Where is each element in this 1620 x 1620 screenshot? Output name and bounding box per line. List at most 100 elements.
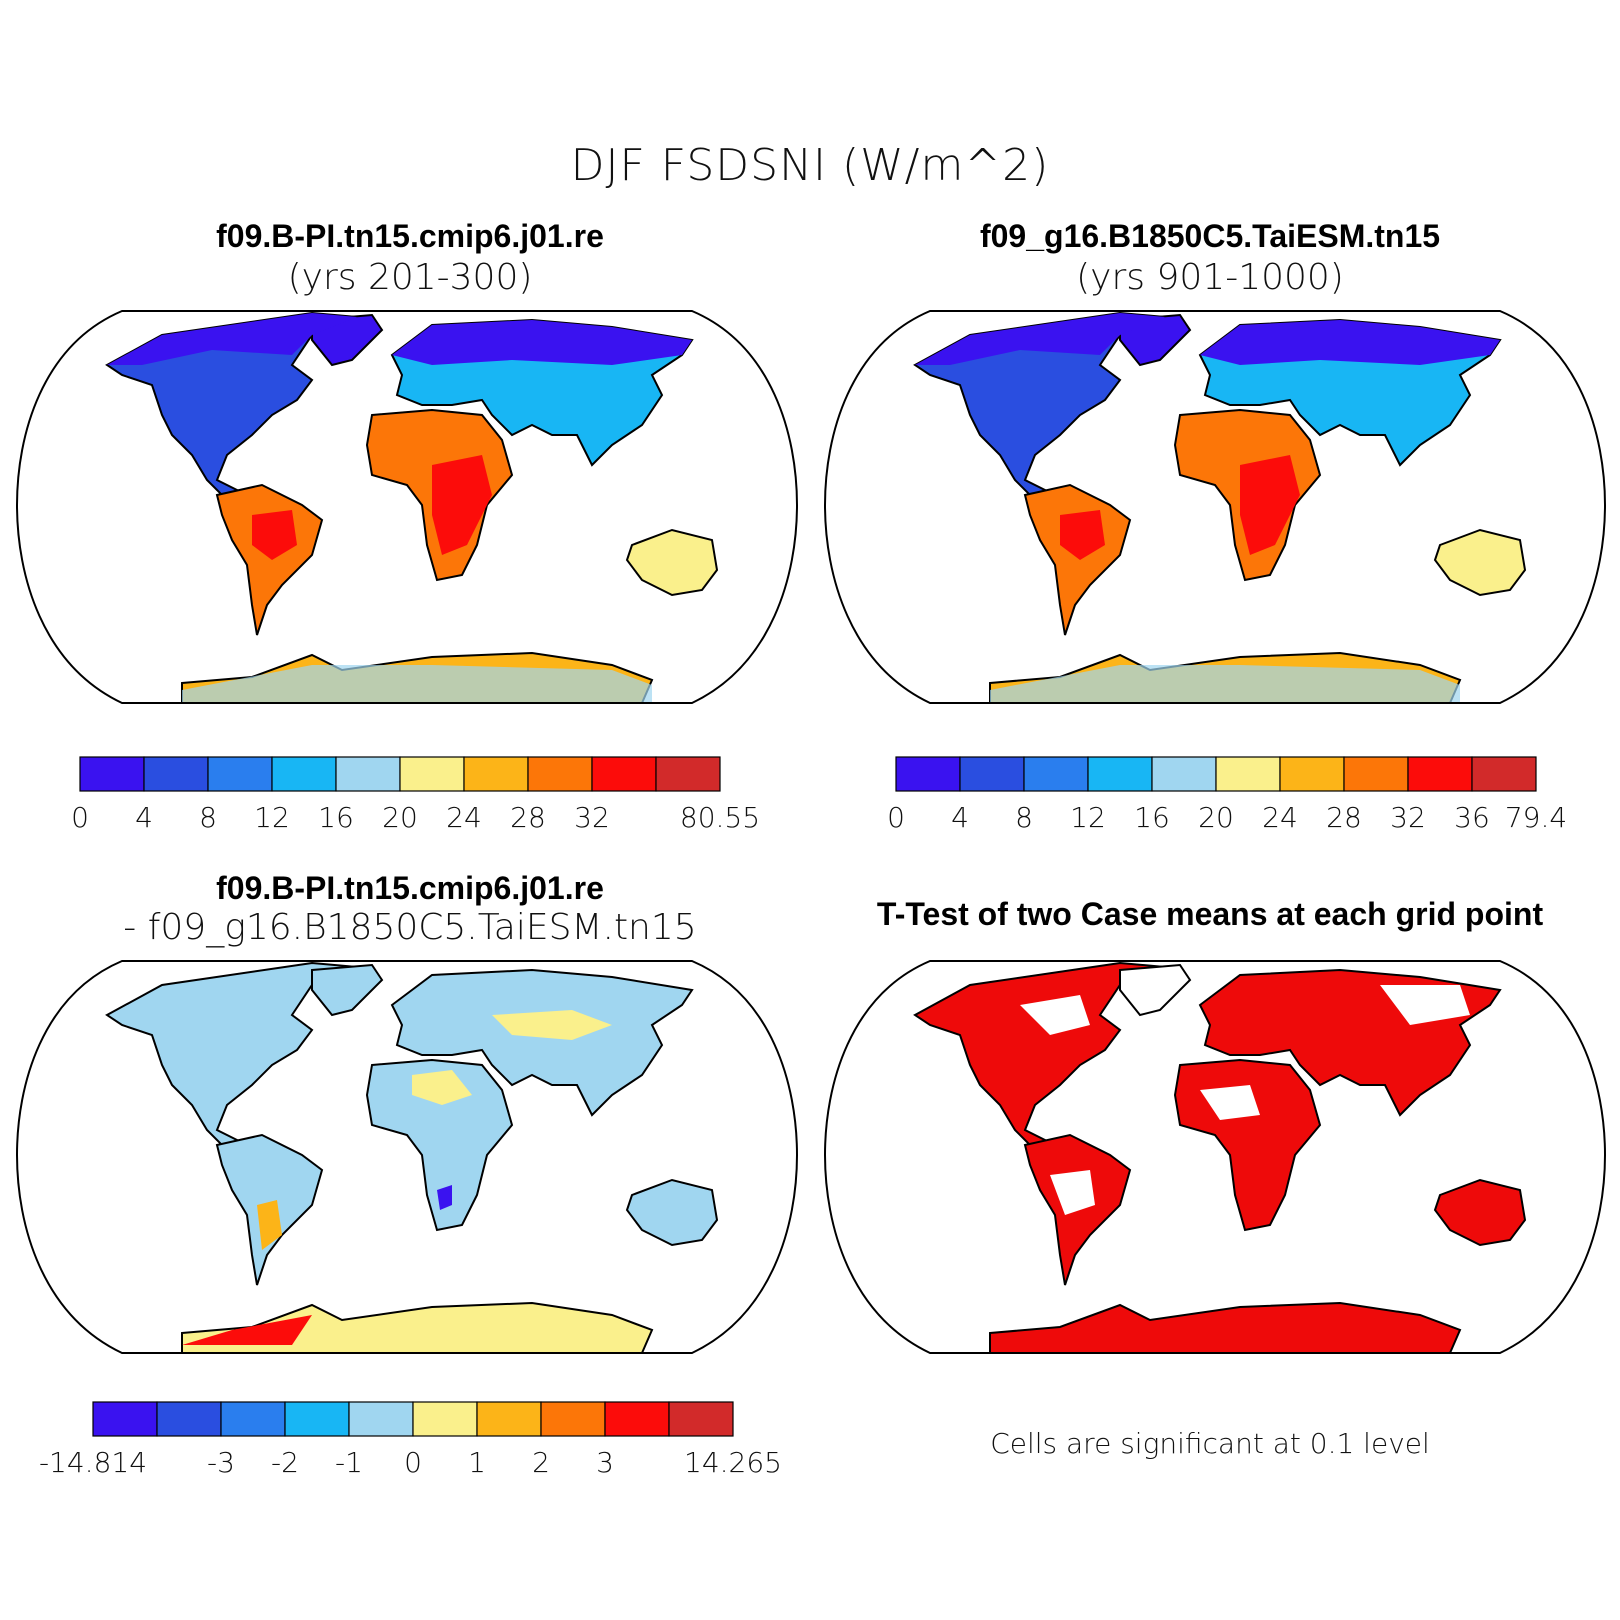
colorbar-swatch xyxy=(527,756,593,792)
hot-region xyxy=(252,510,297,560)
colorbar-tick-label: 8 xyxy=(199,801,217,834)
continent-greenland xyxy=(311,963,384,1017)
map-frame xyxy=(823,310,1607,704)
colorbar-tick-label: 79.4 xyxy=(1505,801,1567,834)
colorbar-tick-label: 28 xyxy=(1326,801,1362,834)
positive-anomaly xyxy=(412,1070,472,1105)
colorbar-swatch xyxy=(895,756,961,792)
main-title: DJF FSDSNI (W/m^2) xyxy=(570,140,1050,191)
ice-sheet xyxy=(182,665,652,703)
colorbar-tick-label: 8 xyxy=(1015,801,1033,834)
diff-subtitle: - f09_g16.B1850C5.TaiESM.tn15 xyxy=(123,907,697,948)
colorbar-swatch xyxy=(399,756,465,792)
colorbar-tick-label: 16 xyxy=(318,801,354,834)
colorbar-tick-label: 0 xyxy=(71,801,89,834)
map-diff xyxy=(15,960,799,1354)
map-frame xyxy=(15,960,799,1354)
continent-eurasia xyxy=(390,968,694,1117)
diff-title: f09.B-PI.tn15.cmip6.j01.re xyxy=(216,870,604,906)
positive-anomaly xyxy=(182,1315,312,1345)
colorbar-tick-label: 28 xyxy=(510,801,546,834)
colorbar-case1: 0 4 8 12 16 20 24 28 32 80.55 xyxy=(71,756,760,834)
colorbar-swatch xyxy=(207,756,273,792)
colorbar-swatch xyxy=(143,756,209,792)
continent-greenland xyxy=(1119,963,1192,1017)
colorbar-tick-label: 4 xyxy=(135,801,153,834)
colorbar-swatch xyxy=(348,1401,414,1437)
case1-subtitle: (yrs 201-300) xyxy=(287,257,533,298)
case1-title: f09.B-PI.tn15.cmip6.j01.re xyxy=(216,218,604,254)
colorbar-tick-label: 1 xyxy=(468,1446,486,1479)
colorbar-swatch xyxy=(591,756,657,792)
continent-australia xyxy=(1433,1178,1527,1247)
arctic-region xyxy=(107,313,357,365)
colorbar-tick-label: -2 xyxy=(271,1446,299,1479)
colorbar-swatch xyxy=(655,756,721,792)
colorbar-swatch xyxy=(1087,756,1153,792)
continent-southAmerica xyxy=(1023,483,1132,636)
colorbar-swatch xyxy=(1279,756,1345,792)
arctic-region xyxy=(915,313,1165,365)
colorbar-tick-label: 2 xyxy=(532,1446,550,1479)
colorbar-diff: -14.814 -3 -2 -1 0 1 2 3 14.265 xyxy=(39,1401,782,1479)
positive-anomaly xyxy=(492,1010,612,1040)
colorbar-tick-label: -3 xyxy=(207,1446,235,1479)
map-frame xyxy=(15,310,799,704)
colorbar-swatch xyxy=(79,756,145,792)
colorbar-swatch xyxy=(271,756,337,792)
colorbar-tick-label: 3 xyxy=(596,1446,614,1479)
colorbar-tick-label: 80.55 xyxy=(680,801,760,834)
continent-africa xyxy=(365,1058,514,1232)
colorbar-swatch xyxy=(668,1401,734,1437)
nonsignificant-area xyxy=(1020,995,1090,1035)
colorbar-swatch xyxy=(1407,756,1473,792)
colorbar-swatch xyxy=(1215,756,1281,792)
colorbar-swatch xyxy=(1343,756,1409,792)
ice-sheet xyxy=(990,665,1460,703)
case2-title: f09_g16.B1850C5.TaiESM.tn15 xyxy=(979,218,1441,254)
colorbar-swatch xyxy=(156,1401,222,1437)
hot-region xyxy=(1060,510,1105,560)
hot-region xyxy=(1240,455,1300,555)
colorbar-tick-label: 0 xyxy=(887,801,905,834)
colorbar-swatch xyxy=(335,756,401,792)
colorbar-swatch xyxy=(92,1401,158,1437)
colorbar-swatch xyxy=(476,1401,542,1437)
continent-australia xyxy=(625,1178,719,1247)
colorbar-case2: 0 4 8 12 16 20 24 28 32 36 79.4 xyxy=(887,756,1567,834)
map-case2 xyxy=(823,310,1607,704)
colorbar-tick-label: 12 xyxy=(254,801,290,834)
colorbar-tick-label: -1 xyxy=(335,1446,363,1479)
colorbar-swatch xyxy=(284,1401,350,1437)
colorbar-tick-label: 14.265 xyxy=(684,1446,782,1479)
colorbar-tick-label: 0 xyxy=(404,1446,422,1479)
arctic-region xyxy=(1200,320,1500,365)
map-case1 xyxy=(15,310,799,704)
nonsignificant-area xyxy=(1200,1085,1260,1120)
positive-anomaly xyxy=(257,1200,282,1250)
colorbar-swatch xyxy=(412,1401,478,1437)
case2-subtitle: (yrs 901-1000) xyxy=(1076,257,1344,298)
colorbar-tick-label: 36 xyxy=(1454,801,1490,834)
continent-southAmerica xyxy=(215,483,324,636)
map-ttest xyxy=(823,960,1607,1354)
colorbar-swatch xyxy=(1023,756,1089,792)
colorbar-tick-label: 16 xyxy=(1134,801,1170,834)
colorbar-tick-label: 20 xyxy=(1198,801,1234,834)
continent-antarctica xyxy=(989,1301,1462,1353)
colorbar-tick-label: 4 xyxy=(951,801,969,834)
ttest-note: Cells are significant at 0.1 level xyxy=(990,1427,1430,1460)
colorbar-swatch xyxy=(604,1401,670,1437)
colorbar-tick-label: 24 xyxy=(1262,801,1298,834)
colorbar-swatch xyxy=(540,1401,606,1437)
negative-anomaly xyxy=(437,1185,452,1210)
continent-antarctica xyxy=(181,1301,654,1353)
colorbar-swatch xyxy=(220,1401,286,1437)
map-frame xyxy=(823,960,1607,1354)
colorbar-swatch xyxy=(959,756,1025,792)
colorbar-swatch xyxy=(463,756,529,792)
continent-australia xyxy=(1433,528,1527,597)
hot-region xyxy=(432,455,492,555)
colorbar-tick-label: 32 xyxy=(1390,801,1426,834)
continent-australia xyxy=(625,528,719,597)
